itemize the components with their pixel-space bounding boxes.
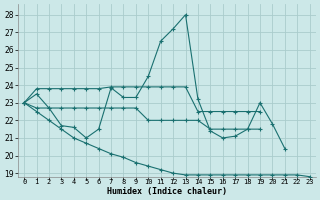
X-axis label: Humidex (Indice chaleur): Humidex (Indice chaleur): [107, 187, 227, 196]
